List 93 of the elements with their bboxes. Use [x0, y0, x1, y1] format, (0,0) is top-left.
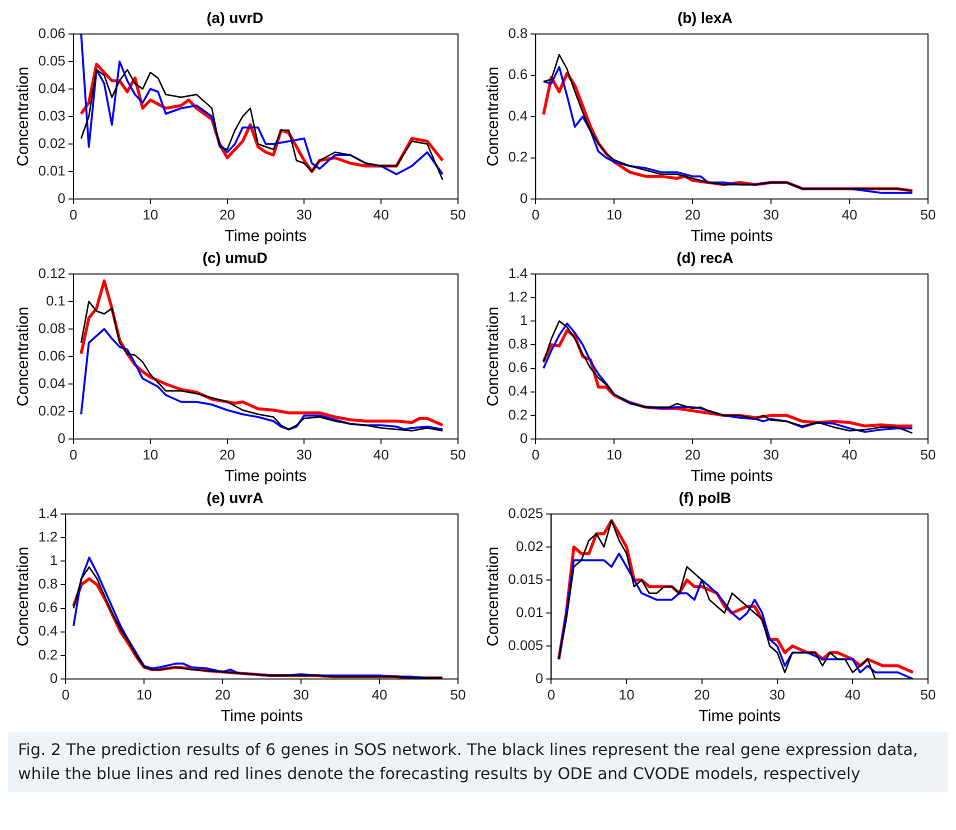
y-tick-label: 1 — [520, 312, 528, 328]
y-tick-label: 0.04 — [38, 374, 66, 391]
y-tick-label: 1 — [50, 552, 58, 568]
y-tick-label: 0.6 — [508, 66, 528, 82]
x-tick-label: 50 — [920, 446, 936, 462]
x-tick-label: 0 — [70, 446, 78, 462]
y-tick-label: 0.4 — [508, 107, 528, 124]
x-tick-label: 50 — [920, 206, 936, 222]
y-tick-label: 0.06 — [38, 24, 66, 41]
x-tick-label: 50 — [450, 446, 466, 462]
y-axis-title: Concentration — [15, 546, 32, 646]
x-axis-title: Time points — [224, 228, 307, 245]
x-axis-title: Time points — [224, 468, 307, 485]
y-tick-label: 0 — [520, 430, 528, 446]
x-tick-label: 10 — [606, 446, 622, 462]
x-tick-label: 40 — [842, 446, 858, 462]
y-tick-label: 0.005 — [508, 636, 544, 653]
x-axis-title: Time points — [690, 468, 773, 485]
x-tick-label: 30 — [296, 206, 312, 222]
x-tick-label: 50 — [920, 686, 936, 702]
y-tick-label: 0 — [50, 670, 58, 686]
x-tick-label: 20 — [684, 206, 701, 222]
y-tick-label: 0.2 — [38, 646, 58, 662]
x-tick-label: 30 — [763, 446, 780, 462]
x-tick-label: 10 — [618, 686, 635, 702]
y-axis-title: Concentration — [485, 306, 502, 406]
y-tick-label: 0.2 — [508, 148, 528, 165]
y-tick-label: 0.4 — [508, 382, 528, 399]
chart-title: (c) umuD — [202, 250, 268, 268]
y-axis-title: Concentration — [485, 546, 502, 646]
caption: Fig. 2 The prediction results of 6 genes in SOS network. The black lines represent the real gene expression data, while the blue lines and red lines denote the forecasting results by ODE and CVODE models, respectively — [18, 739, 919, 785]
y-tick-label: 0.8 — [508, 336, 528, 352]
y-tick-label: 0.01 — [38, 162, 66, 178]
x-tick-label: 40 — [844, 686, 861, 702]
x-tick-label: 20 — [214, 686, 231, 702]
y-tick-label: 0 — [58, 430, 66, 446]
chart-title: (e) uvrA — [206, 490, 264, 508]
y-tick-label: 0.04 — [38, 80, 66, 96]
x-tick-label: 40 — [372, 686, 388, 702]
y-tick-label: 0 — [520, 190, 528, 206]
y-tick-label: 0.025 — [508, 504, 544, 521]
x-tick-label: 20 — [219, 446, 236, 462]
y-tick-label: 0.6 — [38, 599, 58, 616]
x-tick-label: 20 — [219, 206, 236, 222]
x-tick-label: 20 — [694, 686, 710, 702]
y-tick-label: 1.4 — [38, 504, 58, 521]
y-tick-label: 0.01 — [516, 604, 544, 620]
x-axis-title: Time points — [690, 228, 773, 245]
y-tick-label: 0.8 — [38, 576, 58, 592]
x-tick-label: 30 — [763, 206, 780, 222]
x-tick-label: 0 — [547, 686, 556, 702]
x-tick-label: 30 — [770, 686, 786, 702]
x-tick-label: 40 — [842, 206, 858, 222]
chart-title: (a) uvrD — [206, 10, 264, 28]
x-tick-label: 10 — [142, 206, 158, 222]
y-tick-label: 0.6 — [508, 359, 528, 376]
chart-title: (b) lexA — [677, 10, 733, 28]
x-tick-label: 40 — [373, 206, 390, 222]
x-axis-title: Time points — [698, 708, 781, 725]
x-tick-label: 0 — [70, 206, 78, 222]
y-tick-label: 0 — [58, 190, 66, 206]
y-tick-label: 0.05 — [38, 52, 66, 68]
y-tick-label: 0.02 — [516, 538, 544, 554]
chart-title: (d) recA — [676, 250, 734, 268]
y-axis-title: Concentration — [15, 306, 32, 406]
x-tick-label: 10 — [136, 686, 152, 702]
y-tick-label: 0.1 — [46, 292, 66, 308]
y-tick-label: 0.8 — [508, 24, 528, 41]
y-axis-title: Concentration — [15, 66, 32, 166]
chart-title: (f) polB — [678, 490, 732, 508]
x-tick-label: 20 — [684, 446, 701, 462]
y-tick-label: 0.12 — [38, 264, 66, 281]
x-axis-title: Time points — [220, 708, 303, 725]
y-tick-label: 0.06 — [38, 347, 66, 364]
x-tick-label: 40 — [373, 446, 390, 462]
y-axis-title: Concentration — [485, 66, 502, 166]
y-tick-label: 0.02 — [38, 134, 66, 151]
y-tick-label: 0.4 — [38, 622, 58, 639]
y-tick-label: 0.03 — [38, 107, 66, 124]
x-tick-label: 50 — [450, 686, 466, 702]
y-tick-label: 0.015 — [508, 570, 544, 587]
y-tick-label: 1.2 — [508, 288, 528, 304]
y-tick-label: 0.08 — [38, 320, 66, 336]
x-tick-label: 10 — [142, 446, 158, 462]
y-tick-label: 0.2 — [508, 406, 528, 422]
x-tick-label: 50 — [450, 206, 466, 222]
y-tick-label: 0 — [535, 670, 544, 686]
y-tick-label: 0.02 — [38, 402, 66, 418]
x-tick-label: 30 — [293, 686, 310, 702]
x-tick-label: 10 — [606, 206, 622, 222]
y-tick-label: 1.4 — [508, 264, 528, 281]
y-tick-label: 1.2 — [38, 528, 58, 544]
x-tick-label: 30 — [296, 446, 312, 462]
